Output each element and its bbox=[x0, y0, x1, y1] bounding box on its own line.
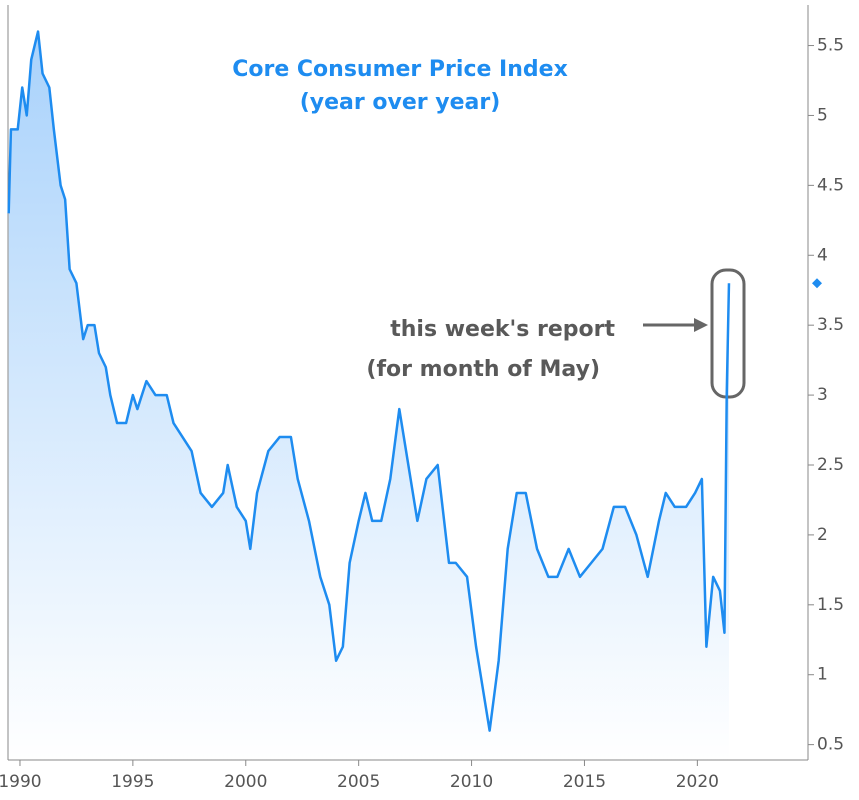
y-tick-label: 3 bbox=[817, 385, 828, 405]
annotation: this week's report bbox=[390, 317, 615, 342]
y-tick-label: 5 bbox=[817, 105, 828, 125]
x-tick-label: 2005 bbox=[337, 772, 380, 792]
chart-title: Core Consumer Price Index bbox=[232, 57, 568, 82]
highlight bbox=[710, 268, 746, 399]
x-tick-label: 2010 bbox=[450, 772, 493, 792]
y-tick-label: 4 bbox=[817, 245, 828, 265]
area-fill bbox=[8, 31, 729, 760]
x-tick-label: 2015 bbox=[563, 772, 606, 792]
y-tick-label: 2 bbox=[817, 525, 828, 545]
y-tick-label: 5.5 bbox=[817, 36, 844, 56]
y-tick-label: 2.5 bbox=[817, 455, 844, 475]
x-tick-label: 1990 bbox=[0, 772, 42, 792]
x-tick-label: 1995 bbox=[111, 772, 154, 792]
y-tick-label: 1.5 bbox=[817, 595, 844, 615]
y-tick-label: 1 bbox=[817, 665, 828, 685]
line bbox=[7, 30, 731, 732]
chart-subtitle: (year over year) bbox=[300, 90, 501, 115]
x-tick-label: 2000 bbox=[224, 772, 267, 792]
y-tick-label: 4.5 bbox=[817, 175, 844, 195]
x-tick-label: 2020 bbox=[676, 772, 719, 792]
annotation: (for month of May) bbox=[366, 357, 600, 382]
arrow-head bbox=[694, 318, 708, 332]
last-value-marker bbox=[812, 278, 822, 289]
y-tick-label: 0.5 bbox=[817, 735, 844, 755]
y-tick-label: 3.5 bbox=[817, 315, 844, 335]
